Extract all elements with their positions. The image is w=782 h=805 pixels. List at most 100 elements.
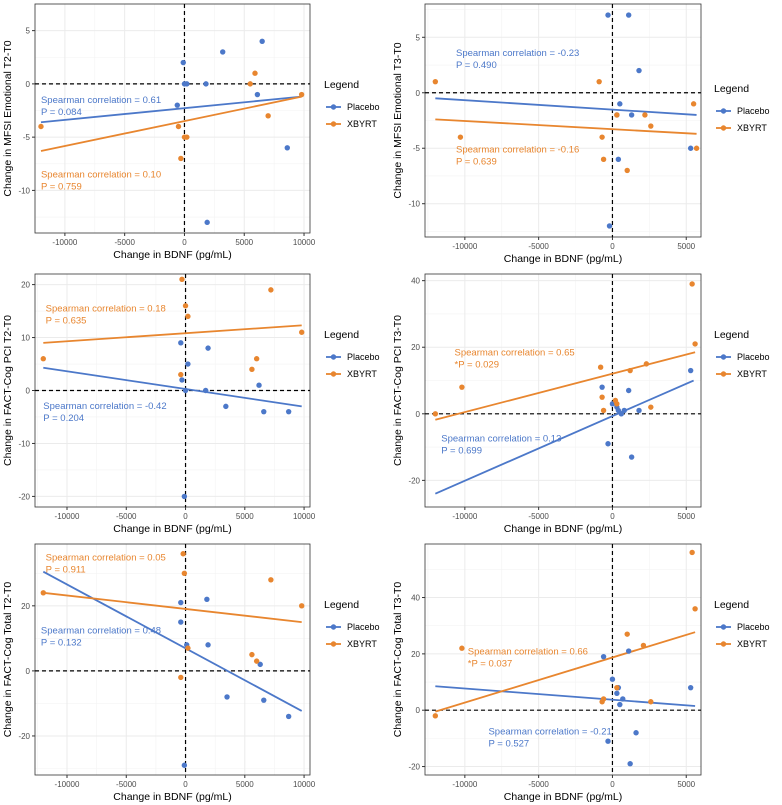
y-axis-title: Change in FACT-Cog Total T2-T0 xyxy=(2,582,14,738)
legend: Legend Placebo XBYRT xyxy=(714,329,770,379)
data-point-placebo xyxy=(625,387,632,394)
x-tick-label: -10000 xyxy=(452,780,477,789)
correlation-annotation: Spearman correlation = 0.05 xyxy=(46,552,166,563)
x-tick-label: -10000 xyxy=(55,512,80,521)
data-point-placebo xyxy=(220,49,226,55)
data-point-placebo xyxy=(224,694,230,700)
data-point-placebo xyxy=(261,697,267,703)
data-point-placebo xyxy=(687,367,694,374)
correlation-annotation: P = 0.084 xyxy=(41,107,82,118)
y-tick-label: 40 xyxy=(411,594,420,603)
data-point-xbyrt xyxy=(178,155,184,162)
y-tick-label: 0 xyxy=(26,80,31,89)
x-tick-label: -5000 xyxy=(114,238,135,247)
x-axis-title: Change in BDNF (pg/mL) xyxy=(504,253,622,265)
legend: Legend Placebo XBYRT xyxy=(714,83,770,133)
data-point-xbyrt xyxy=(689,281,695,287)
data-point-xbyrt xyxy=(38,123,44,130)
data-point-placebo xyxy=(205,642,211,648)
correlation-annotation: P = 0.132 xyxy=(41,637,82,648)
y-tick-label: 5 xyxy=(416,33,421,42)
panel-p3: -10000 -5000 0 5000 10000 -20 -10 0 10 20 Spearman… xyxy=(2,273,380,535)
data-point-placebo xyxy=(285,713,292,720)
data-point-placebo xyxy=(620,696,626,702)
legend: Legend Placebo XBYRT xyxy=(324,329,380,379)
x-tick-label: -10000 xyxy=(52,238,77,247)
x-tick-label: 5000 xyxy=(236,512,254,521)
legend-key-point xyxy=(330,354,337,360)
correlation-annotation: P = 0.204 xyxy=(43,413,84,424)
data-point-placebo xyxy=(223,403,229,410)
y-tick-label: 40 xyxy=(411,277,420,286)
y-tick-label: -10 xyxy=(408,200,420,209)
data-point-placebo xyxy=(202,387,209,394)
y-tick-label: -20 xyxy=(408,476,420,485)
data-point-placebo xyxy=(185,361,191,367)
data-point-xbyrt xyxy=(432,411,439,417)
correlation-annotation: Spearman correlation = 0.10 xyxy=(41,170,161,181)
legend-title: Legend xyxy=(324,329,359,341)
legend-label-xbyrt: XBYRT xyxy=(347,369,377,379)
data-point-xbyrt xyxy=(459,645,465,651)
data-point-xbyrt xyxy=(181,570,188,576)
data-point-xbyrt xyxy=(265,113,271,119)
legend-label-xbyrt: XBYRT xyxy=(347,639,377,649)
data-point-placebo xyxy=(181,493,188,500)
legend-key-point xyxy=(720,371,727,377)
data-point-xbyrt xyxy=(178,371,184,378)
correlation-annotation: Spearman correlation = -0.16 xyxy=(456,145,579,156)
correlation-annotation: Spearman correlation = -0.21 xyxy=(488,727,611,738)
legend-label-xbyrt: XBYRT xyxy=(737,639,767,649)
legend-key-point xyxy=(330,641,337,647)
fit-line-xbyrt xyxy=(43,324,302,344)
x-tick-label: 5000 xyxy=(235,238,253,247)
data-point-placebo xyxy=(178,599,184,606)
data-point-placebo xyxy=(617,101,623,107)
data-point-placebo xyxy=(615,156,622,163)
panel-p6: -10000 -5000 0 5000 -20 0 20 40 Spearman correla… xyxy=(392,543,770,803)
data-point-xbyrt xyxy=(299,329,305,335)
correlation-annotation: P = 0.490 xyxy=(456,60,497,71)
legend-label-placebo: Placebo xyxy=(737,106,770,116)
plot-frame xyxy=(424,3,702,238)
y-axis-title: Change in MFSI Emotional T2-T0 xyxy=(2,40,14,196)
panel-p2: -10000 -5000 0 5000 -10 -5 0 5 Spearman correlat… xyxy=(392,3,770,265)
plot-background xyxy=(425,544,701,775)
legend-label-xbyrt: XBYRT xyxy=(347,119,377,129)
data-point-placebo xyxy=(628,112,635,118)
data-point-xbyrt xyxy=(600,156,607,163)
fit-line-placebo xyxy=(40,95,302,124)
x-tick-label: 5000 xyxy=(677,512,695,521)
data-point-xbyrt xyxy=(298,91,305,98)
data-point-xbyrt xyxy=(249,366,255,373)
y-tick-label: 10 xyxy=(21,334,30,343)
data-point-placebo xyxy=(687,684,694,691)
x-tick-label: 10000 xyxy=(293,780,316,789)
data-point-placebo xyxy=(204,219,210,226)
correlation-annotation: P = 0.635 xyxy=(46,316,87,327)
y-tick-label: 5 xyxy=(26,27,31,36)
fit-line-xbyrt xyxy=(43,591,302,623)
data-point-placebo xyxy=(625,648,632,654)
x-tick-label: -10000 xyxy=(452,242,477,251)
data-point-placebo xyxy=(606,223,613,229)
x-tick-label: -5000 xyxy=(528,242,549,251)
legend-title: Legend xyxy=(714,329,749,341)
legend-key-point xyxy=(330,624,337,630)
y-tick-label: 0 xyxy=(26,667,31,676)
y-axis-title: Change in MFSI Emotional T3-T0 xyxy=(392,42,404,198)
fit-line-placebo xyxy=(42,570,303,712)
y-tick-label: 20 xyxy=(411,650,420,659)
legend-label-placebo: Placebo xyxy=(347,352,380,362)
legend: Legend Placebo XBYRT xyxy=(324,79,380,129)
data-point-placebo xyxy=(614,690,620,697)
data-point-xbyrt xyxy=(182,303,189,309)
data-point-xbyrt xyxy=(600,696,607,702)
x-tick-label: 0 xyxy=(610,242,615,251)
legend-label-placebo: Placebo xyxy=(737,352,770,362)
data-point-xbyrt xyxy=(184,134,190,140)
legend: Legend Placebo XBYRT xyxy=(324,599,380,649)
legend-key-point xyxy=(720,641,727,647)
x-tick-label: 0 xyxy=(182,238,187,247)
correlation-annotation: Spearman correlation = 0.61 xyxy=(41,95,161,106)
